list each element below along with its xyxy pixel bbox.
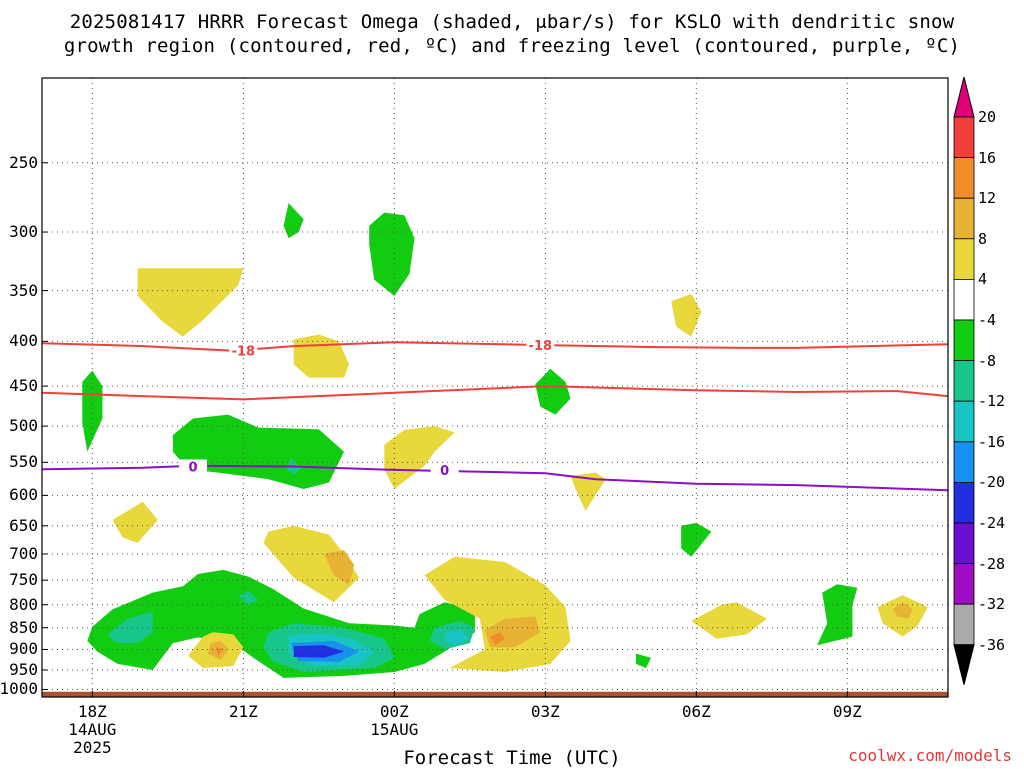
plot-frame bbox=[41, 77, 949, 698]
colorbar-label-4: 4 bbox=[978, 270, 988, 289]
omega-region-30 bbox=[635, 653, 651, 668]
x-tick-label-09Z-0: 09Z bbox=[832, 702, 862, 721]
y-tick-label-1000: 1000 bbox=[0, 679, 38, 699]
colorbar-label-11: -28 bbox=[978, 554, 1006, 573]
y-tick-label-400: 400 bbox=[9, 331, 38, 351]
omega-region-34 bbox=[892, 602, 913, 619]
contour-label-2: 0 bbox=[188, 460, 197, 475]
y-tick-label-450: 450 bbox=[9, 376, 38, 396]
y-tick-label-650: 650 bbox=[9, 515, 38, 535]
omega-region-0 bbox=[137, 268, 244, 337]
y-tick-label-550: 550 bbox=[9, 452, 38, 472]
colorbar-label-12: -32 bbox=[978, 595, 1006, 614]
x-tick-label-06Z-0: 06Z bbox=[681, 702, 711, 721]
x-tick-label-00Z-0: 00Z bbox=[379, 702, 409, 721]
colorbar-label-6: -8 bbox=[978, 351, 997, 370]
contour-line-1 bbox=[41, 385, 949, 401]
omega-region-23 bbox=[444, 630, 470, 646]
y-tick-label-600: 600 bbox=[9, 485, 38, 505]
credit-label: coolwx.com/models bbox=[848, 746, 1012, 765]
omega-region-10 bbox=[570, 472, 606, 511]
colorbar-label-9: -20 bbox=[978, 473, 1006, 492]
omega-region-6 bbox=[82, 370, 103, 452]
chart-title-line-1: 2025081417 HRRR Forecast Omega (shaded, … bbox=[69, 11, 955, 33]
omega-region-12 bbox=[681, 522, 712, 557]
y-tick-label-850: 850 bbox=[9, 617, 38, 637]
contour-label-bg-0 bbox=[229, 343, 258, 358]
y-tick-label-300: 300 bbox=[9, 222, 38, 242]
colorbar-segment-5 bbox=[953, 278, 975, 321]
colorbar-bottom-arrow bbox=[953, 644, 975, 685]
x-tick-label-18Z-0: 18Z bbox=[77, 702, 107, 721]
colorbar-segment-1 bbox=[953, 116, 975, 158]
colorbar-label-10: -24 bbox=[978, 514, 1006, 532]
contour-label-3: 0 bbox=[440, 464, 449, 479]
omega-region-32 bbox=[817, 584, 858, 646]
y-tick-label-900: 900 bbox=[9, 639, 38, 659]
colorbar-segment-3 bbox=[953, 197, 975, 240]
omega-region-4 bbox=[671, 293, 702, 337]
x-tick-label-18Z-1: 14AUG bbox=[68, 720, 117, 739]
colorbar-segment-12 bbox=[953, 563, 975, 605]
omega-region-1 bbox=[283, 203, 304, 239]
y-tick-label-350: 350 bbox=[9, 280, 38, 300]
colorbar-label-13: -36 bbox=[978, 635, 1006, 654]
colorbar-label-7: -12 bbox=[978, 392, 1006, 411]
x-tick-label-18Z-2: 2025 bbox=[73, 738, 112, 757]
contour-label-bg-1 bbox=[526, 338, 555, 353]
omega-region-21 bbox=[293, 645, 344, 658]
omega-region-5 bbox=[535, 368, 571, 415]
omega-region-14 bbox=[323, 550, 355, 586]
contour-label-bg-3 bbox=[430, 462, 459, 477]
colorbar-segment-10 bbox=[953, 481, 975, 524]
colorbar-label-8: -16 bbox=[978, 432, 1006, 451]
contour-label-0: -18 bbox=[232, 345, 256, 360]
y-tick-label-750: 750 bbox=[9, 570, 38, 590]
colorbar-segment-4 bbox=[953, 238, 975, 280]
omega-region-2 bbox=[369, 212, 415, 296]
contour-label-bg-2 bbox=[179, 459, 207, 474]
omega-region-16 bbox=[107, 611, 153, 644]
colorbar-segment-2 bbox=[953, 157, 975, 199]
omega-region-11 bbox=[112, 501, 158, 543]
colorbar-label-0: 20 bbox=[978, 108, 997, 126]
y-tick-label-800: 800 bbox=[9, 594, 38, 614]
omega-region-31 bbox=[691, 602, 767, 639]
x-axis-title: Forecast Time (UTC) bbox=[403, 747, 621, 769]
colorbar-label-1: 16 bbox=[978, 148, 997, 167]
y-tick-label-950: 950 bbox=[9, 659, 38, 679]
omega-region-29 bbox=[490, 632, 506, 646]
colorbar-segment-6 bbox=[953, 319, 975, 361]
y-tick-label-700: 700 bbox=[9, 543, 38, 563]
colorbar-label-3: 8 bbox=[978, 229, 988, 248]
x-tick-label-03Z-0: 03Z bbox=[530, 702, 560, 721]
colorbar-segment-9 bbox=[953, 441, 975, 483]
colorbar-top-arrow bbox=[953, 76, 975, 118]
colorbar-segment-11 bbox=[953, 522, 975, 564]
omega-region-9 bbox=[384, 426, 455, 489]
colorbar-segment-13 bbox=[953, 603, 975, 646]
y-tick-label-250: 250 bbox=[9, 152, 38, 172]
colorbar-segment-8 bbox=[953, 400, 975, 443]
colorbar-label-2: 12 bbox=[978, 189, 997, 208]
x-tick-label-00Z-1: 15AUG bbox=[370, 720, 419, 739]
contour-line-2 bbox=[41, 464, 949, 492]
contour-label-1: -18 bbox=[529, 339, 553, 354]
x-tick-label-21Z-0: 21Z bbox=[228, 702, 258, 721]
omega-region-17 bbox=[238, 591, 259, 605]
colorbar-segment-7 bbox=[953, 360, 975, 402]
omega-region-13 bbox=[263, 525, 360, 603]
chart-title-line-2: growth region (contoured, red, ºC) and f… bbox=[63, 35, 961, 57]
contour-line-0 bbox=[41, 341, 949, 352]
terrain-band bbox=[42, 691, 948, 697]
omega-region-27 bbox=[424, 556, 571, 672]
colorbar-label-5: -4 bbox=[978, 311, 997, 329]
y-tick-label-500: 500 bbox=[9, 416, 38, 436]
omega-region-7 bbox=[172, 414, 344, 489]
